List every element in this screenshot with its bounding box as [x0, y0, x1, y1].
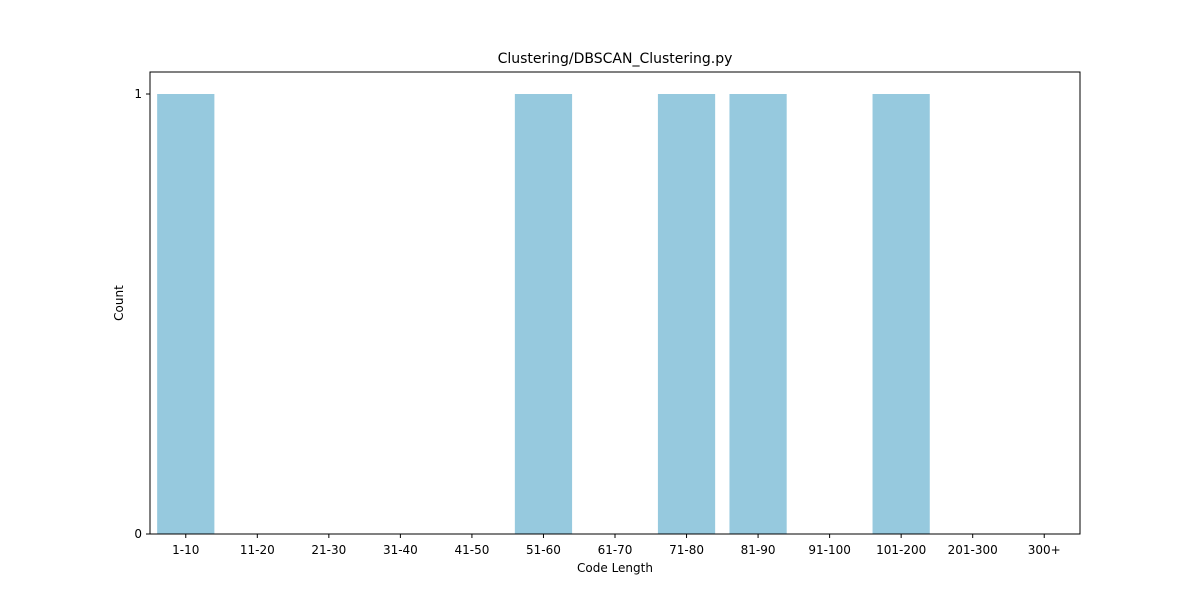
x-tick-label: 11-20: [240, 543, 275, 557]
bar-71-80: [657, 94, 716, 534]
x-tick-label: 61-70: [598, 543, 633, 557]
x-tick-label: 51-60: [526, 543, 561, 557]
x-tick-label: 41-50: [454, 543, 489, 557]
x-tick-label: 101-200: [876, 543, 926, 557]
bar-101-200: [872, 94, 930, 534]
chart-title: Clustering/DBSCAN_Clustering.py: [498, 51, 733, 67]
x-tick-label: 31-40: [383, 543, 418, 557]
y-axis: 01: [134, 87, 150, 541]
x-tick-label: 81-90: [741, 543, 776, 557]
x-tick-label: 201-300: [948, 543, 998, 557]
y-axis-label: Count: [112, 285, 126, 321]
x-tick-label: 1-10: [172, 543, 199, 557]
x-tick-label: 91-100: [808, 543, 851, 557]
y-tick-label: 0: [134, 527, 142, 541]
x-axis: 1-10 11-20 21-30 31-40 41-50 51-60 61-70 71-80 8…: [172, 534, 1061, 557]
x-tick-label: 21-30: [311, 543, 346, 557]
bar-1-10: [157, 94, 215, 534]
bar-81-90: [729, 94, 787, 534]
x-tick-label: 300+: [1028, 543, 1061, 557]
y-tick-label: 1: [134, 87, 142, 101]
bar-51-60: [514, 94, 573, 534]
x-axis-label: Code Length: [577, 561, 653, 575]
x-tick-label: 71-80: [669, 543, 704, 557]
bars-layer: [157, 94, 930, 534]
plot-area-frame: [149, 71, 1081, 535]
